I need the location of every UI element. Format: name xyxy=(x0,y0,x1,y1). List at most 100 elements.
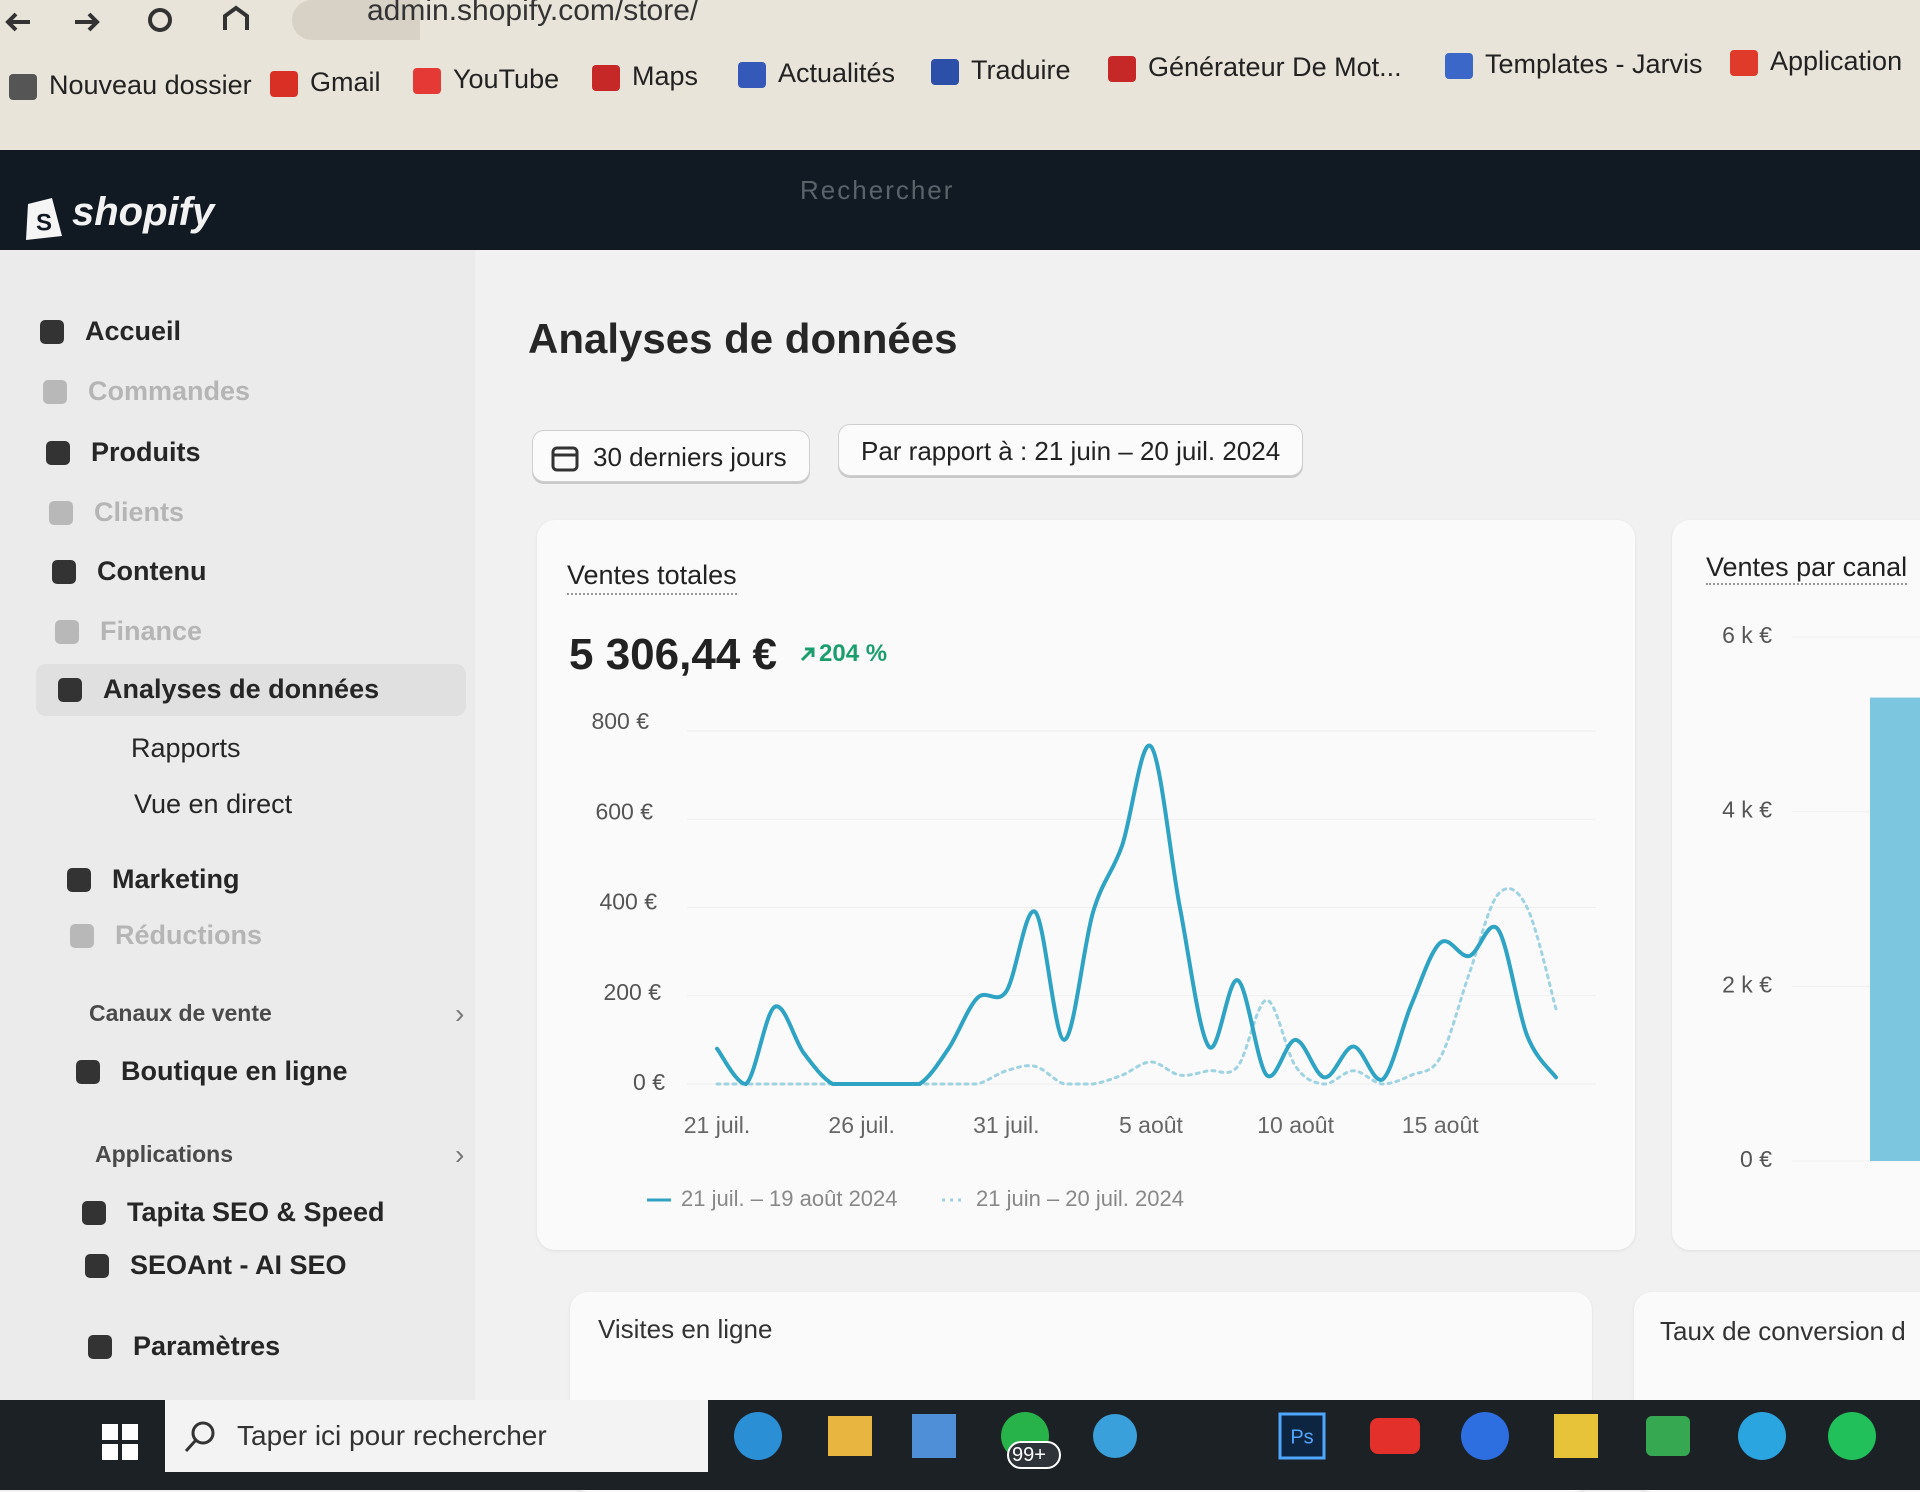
bookmark-icon xyxy=(1108,56,1136,82)
y-tick-label: 6 k € xyxy=(1722,622,1772,648)
y-tick-label: 600 € xyxy=(595,798,653,824)
chevron[interactable]: › xyxy=(455,998,465,1029)
url[interactable]: admin.shopify.com/store/ xyxy=(367,0,699,27)
nav-item[interactable]: Finance xyxy=(100,616,203,646)
bookmark[interactable]: Templates - Jarvis xyxy=(1485,49,1703,79)
y-tick-label: 4 k € xyxy=(1722,797,1772,823)
start-button[interactable] xyxy=(100,1422,140,1462)
card-title[interactable]: Ventes par canal xyxy=(1706,552,1908,585)
bookmark[interactable]: Générateur De Mot... xyxy=(1148,52,1402,82)
y-tick-label: 0 € xyxy=(1740,1146,1772,1172)
bar xyxy=(1870,697,1920,1161)
trend-arrow xyxy=(800,647,815,662)
nav-icon xyxy=(58,678,82,702)
sidebar: Accueil Commandes Produits Clients Contenu Fi… xyxy=(0,250,475,1400)
logo-icon: S xyxy=(26,198,62,240)
bookmark[interactable]: Application xyxy=(1770,46,1903,76)
bookmark[interactable]: Actualités xyxy=(778,58,896,88)
logo[interactable]: shopify xyxy=(72,190,215,234)
series-line xyxy=(715,887,1558,1086)
compare-button[interactable]: Par rapport à : 21 juin – 20 juil. 2024 xyxy=(838,424,1304,476)
bookmark[interactable]: Maps xyxy=(632,61,699,91)
y-tick-label: 400 € xyxy=(599,889,657,915)
total-sales: 5 306,44 € xyxy=(569,630,777,679)
x-tick-label: 26 juil. xyxy=(828,1112,894,1138)
nav-icon xyxy=(82,1201,106,1225)
bookmark-icon xyxy=(270,71,298,97)
nav-item[interactable]: Contenu xyxy=(97,556,207,586)
nav-item[interactable]: Commandes xyxy=(88,376,251,406)
nav-icon xyxy=(88,1335,112,1359)
legend-label: 21 juin – 20 juil. 2024 xyxy=(976,1186,1184,1211)
compare-label: Par rapport à : 21 juin – 20 juil. 2024 xyxy=(861,436,1281,466)
channel-card: Ventes par canal 0 € 2 k € 4 k € 6 k € xyxy=(1672,520,1920,1250)
x-tick-label: 5 août xyxy=(1119,1112,1184,1138)
nav-item[interactable]: Réductions xyxy=(115,920,263,950)
nav-icon xyxy=(70,924,94,948)
date-range-label: 30 derniers jours xyxy=(593,442,787,472)
bookmark-icon xyxy=(1730,50,1758,76)
x-tick-label: 31 juil. xyxy=(973,1112,1039,1138)
x-tick-label: 21 juil. xyxy=(684,1112,750,1138)
nav-icons xyxy=(5,0,420,40)
nav-item[interactable]: Produits xyxy=(91,437,201,467)
nav-icon xyxy=(52,560,76,584)
nav-icon xyxy=(67,868,91,892)
bookmark-icon xyxy=(413,68,441,94)
chevron[interactable]: › xyxy=(455,1139,465,1170)
nav-icon xyxy=(49,501,73,525)
search[interactable]: Rechercher xyxy=(800,175,955,205)
change-percent: 204 % xyxy=(819,640,888,667)
svg-text:S: S xyxy=(36,209,52,236)
bookmark[interactable]: YouTube xyxy=(453,64,560,94)
taskbar-search[interactable]: Taper ici pour rechercher xyxy=(165,1400,708,1472)
nav-item[interactable]: SEOAnt - AI SEO xyxy=(130,1250,347,1280)
bookmark[interactable]: Gmail xyxy=(310,67,381,97)
sales-card: Ventes totales 5 306,44 € 204 % 0 € 200 €… xyxy=(537,520,1635,1250)
bookmark-icon xyxy=(9,74,37,100)
calendar-icon xyxy=(551,446,579,472)
nav-icon xyxy=(43,380,67,404)
channel-chart: 0 € 2 k € 4 k € 6 k € xyxy=(1722,622,1920,1172)
bookmark-icon xyxy=(1445,53,1473,79)
bookmark[interactable]: Traduire xyxy=(971,55,1071,85)
active-highlight xyxy=(36,664,466,716)
y-tick-label: 200 € xyxy=(603,979,661,1005)
series-line xyxy=(715,743,1558,1087)
svg-text:Ps: Ps xyxy=(1290,1426,1313,1448)
bookmark-icon xyxy=(738,62,766,88)
card-title[interactable]: Visites en ligne xyxy=(598,1314,773,1344)
nav-icon xyxy=(40,320,64,344)
nav-heading: Applications xyxy=(95,1141,234,1167)
nav-item[interactable]: Accueil xyxy=(85,316,182,346)
nav-icon xyxy=(76,1060,100,1084)
notification-badge: 99+ xyxy=(1012,1444,1046,1466)
search-placeholder: Taper ici pour rechercher xyxy=(237,1420,547,1451)
card-title[interactable]: Ventes totales xyxy=(567,560,737,595)
nav-item[interactable]: Rapports xyxy=(131,733,241,763)
nav-heading: Canaux de vente xyxy=(89,1000,272,1026)
shopify-header: S shopify Rechercher xyxy=(0,150,1920,250)
nav-item[interactable]: Vue en direct xyxy=(134,789,293,819)
nav-item[interactable]: Analyses de données xyxy=(103,674,380,704)
date-range-button[interactable]: 30 derniers jours xyxy=(532,430,810,482)
nav-item[interactable]: Marketing xyxy=(112,864,240,894)
nav-icon xyxy=(55,620,79,644)
nav-item[interactable]: Tapita SEO & Speed xyxy=(127,1197,385,1227)
bookmark-icon xyxy=(592,65,620,91)
card-title[interactable]: Taux de conversion d xyxy=(1660,1316,1906,1346)
page-title: Analyses de données xyxy=(528,315,958,362)
y-tick-label: 800 € xyxy=(591,708,649,734)
nav-item[interactable]: Clients xyxy=(94,497,185,527)
x-tick-label: 10 août xyxy=(1257,1112,1334,1138)
sales-chart: 0 € 200 € 400 € 600 € 800 € 21 juil. 26 juil. 3… xyxy=(591,708,1596,1211)
search-icon xyxy=(184,1421,215,1453)
y-tick-label: 0 € xyxy=(633,1069,665,1095)
nav-item[interactable]: Paramètres xyxy=(133,1331,281,1361)
bookmark[interactable]: Nouveau dossier xyxy=(49,70,252,100)
nav-item[interactable]: Boutique en ligne xyxy=(121,1056,348,1086)
nav-icon xyxy=(85,1254,109,1278)
taskbar: Taper ici pour rechercher Ps 99+ xyxy=(0,1400,1920,1490)
browser-chrome: admin.shopify.com/store/ Nouveau dossier… xyxy=(0,0,1920,150)
nav-icon xyxy=(46,441,70,465)
